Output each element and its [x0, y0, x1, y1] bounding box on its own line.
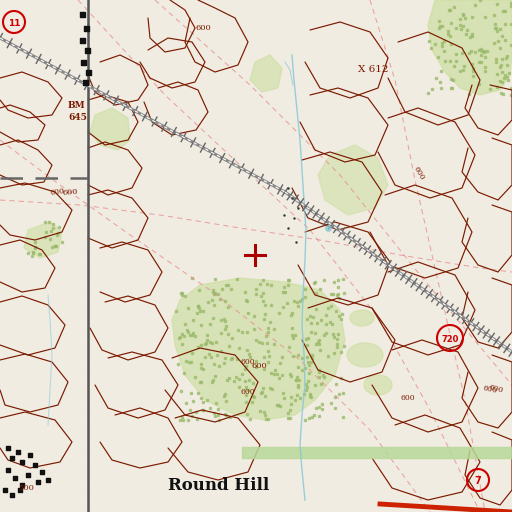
Polygon shape — [250, 55, 282, 92]
Text: 600: 600 — [252, 362, 268, 370]
Text: 7: 7 — [475, 476, 481, 486]
Polygon shape — [90, 108, 130, 150]
Ellipse shape — [350, 310, 374, 326]
Text: 600: 600 — [195, 24, 211, 32]
Text: BM: BM — [68, 101, 86, 110]
Text: Round Hill: Round Hill — [168, 477, 269, 494]
Polygon shape — [24, 222, 62, 258]
Ellipse shape — [347, 343, 383, 367]
Text: 600: 600 — [482, 385, 498, 395]
Text: X 612: X 612 — [358, 65, 389, 74]
Text: 645: 645 — [68, 113, 87, 122]
Text: 600: 600 — [241, 358, 255, 366]
Text: 600: 600 — [62, 188, 78, 197]
Text: 720: 720 — [441, 334, 459, 344]
Polygon shape — [318, 145, 388, 215]
Text: 11: 11 — [8, 18, 20, 28]
Ellipse shape — [364, 375, 392, 395]
Text: 600: 600 — [241, 388, 255, 396]
Text: 600: 600 — [412, 165, 426, 182]
Text: 600: 600 — [488, 383, 504, 395]
Text: 600: 600 — [49, 187, 65, 197]
Text: 500: 500 — [18, 484, 34, 492]
Text: 600: 600 — [401, 394, 415, 402]
Polygon shape — [172, 278, 345, 420]
Polygon shape — [428, 0, 512, 95]
